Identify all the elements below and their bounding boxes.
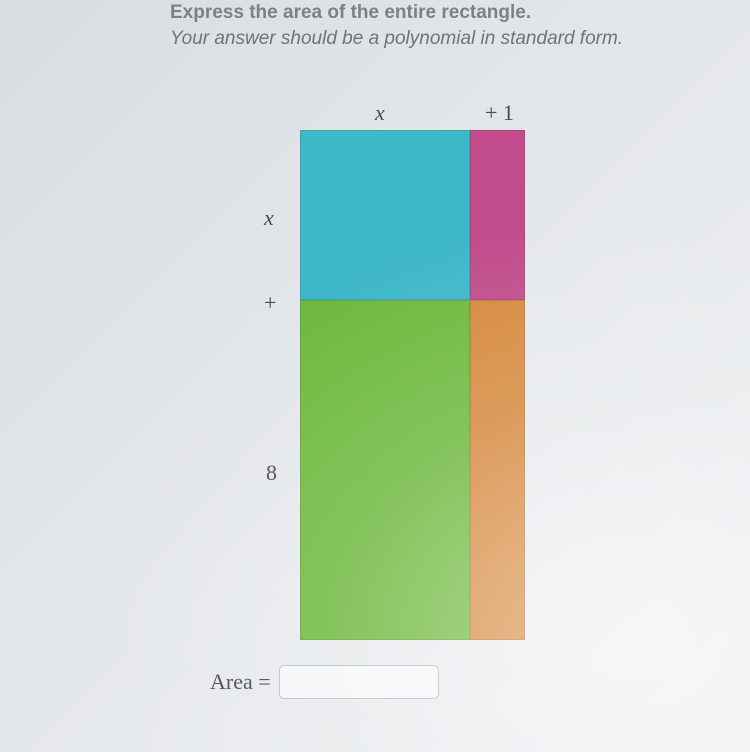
top-label-col2: + 1 [485, 100, 514, 126]
left-label-row2: 8 [266, 460, 277, 486]
prompt-title: Express the area of the entire rectangle… [170, 2, 710, 24]
left-label-row1: x [264, 205, 274, 231]
tile-topright [470, 130, 525, 300]
rectangle-container [300, 130, 525, 640]
prompt-subtitle: Your answer should be a polynomial in st… [170, 28, 710, 50]
top-label-col1: x [375, 100, 385, 126]
tile-bottomleft [300, 300, 470, 640]
tile-bottomright [470, 300, 525, 640]
tile-topleft [300, 130, 470, 300]
left-label-plus: + [264, 290, 276, 316]
area-input[interactable] [279, 665, 439, 699]
answer-label: Area = [210, 669, 271, 695]
answer-row: Area = [210, 665, 710, 699]
area-diagram: x + 1 x + 8 [260, 100, 710, 640]
